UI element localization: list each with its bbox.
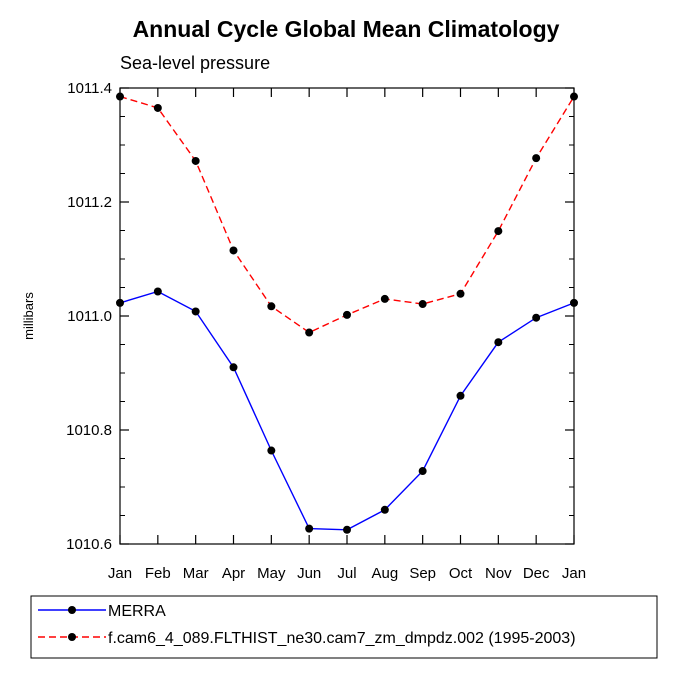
series-0-point [532,313,541,322]
series-0-point [343,525,351,534]
series-0-point [267,446,276,455]
series-1-point [532,154,541,163]
y-tick-label: 1010.8 [66,422,112,439]
x-tick-label: Dec [523,565,550,582]
series-1-point [305,328,314,337]
x-tick-label: Jan [562,565,586,582]
x-tick-label: May [257,565,286,582]
series-0-point [570,298,578,307]
x-tick-label: Aug [371,565,398,582]
series-0-point [191,307,200,316]
x-tick-label: Mar [183,565,209,582]
series-0-point [380,505,389,514]
x-tick-label: Sep [409,565,436,582]
x-tick-label: Jan [108,565,132,582]
series-0-point [116,298,124,307]
x-tick-label: Jun [297,565,321,582]
x-tick-label: Oct [449,565,473,582]
series-1-point [343,310,351,319]
legend-label-0: MERRA [108,603,166,620]
series-1-point [418,300,427,309]
y-axis-label: millibars [21,292,36,340]
y-tick-label: 1011.4 [67,80,112,97]
legend-label-1: f.cam6_4_089.FLTHIST_ne30.cam7_zm_dmpdz.… [108,630,576,647]
chart-title: Annual Cycle Global Mean Climatology [133,16,560,42]
series-line-0 [119,290,575,531]
x-tick-label: Nov [485,565,512,582]
x-tick-label: Feb [145,565,171,582]
legend-marker-0 [68,606,76,614]
series-1-point [116,92,124,101]
series-1-point [191,156,200,165]
legend-box [30,595,658,659]
series-1-point [229,246,238,255]
series-1-point [570,92,578,101]
series-1-point [267,302,276,311]
x-tick-label: Apr [222,565,245,582]
series-0-point [153,287,162,296]
series-1-point [380,294,389,303]
x-tick-label: Jul [337,565,356,582]
y-tick-label: 1010.6 [66,536,112,553]
series-line-1 [119,95,575,334]
series-0-point [494,338,503,347]
series-1-point [494,227,503,236]
series-0-point [418,467,427,476]
series-1-point [153,103,162,112]
y-tick-label: 1011.2 [67,194,112,211]
series-0-point [456,391,465,400]
y-tick-label: 1011.0 [67,308,112,325]
series-1-point [456,289,465,298]
legend-marker-1 [68,633,76,641]
series-0-point [229,363,238,372]
chart-subtitle: Sea-level pressure [120,53,270,73]
series-0-point [305,524,314,533]
